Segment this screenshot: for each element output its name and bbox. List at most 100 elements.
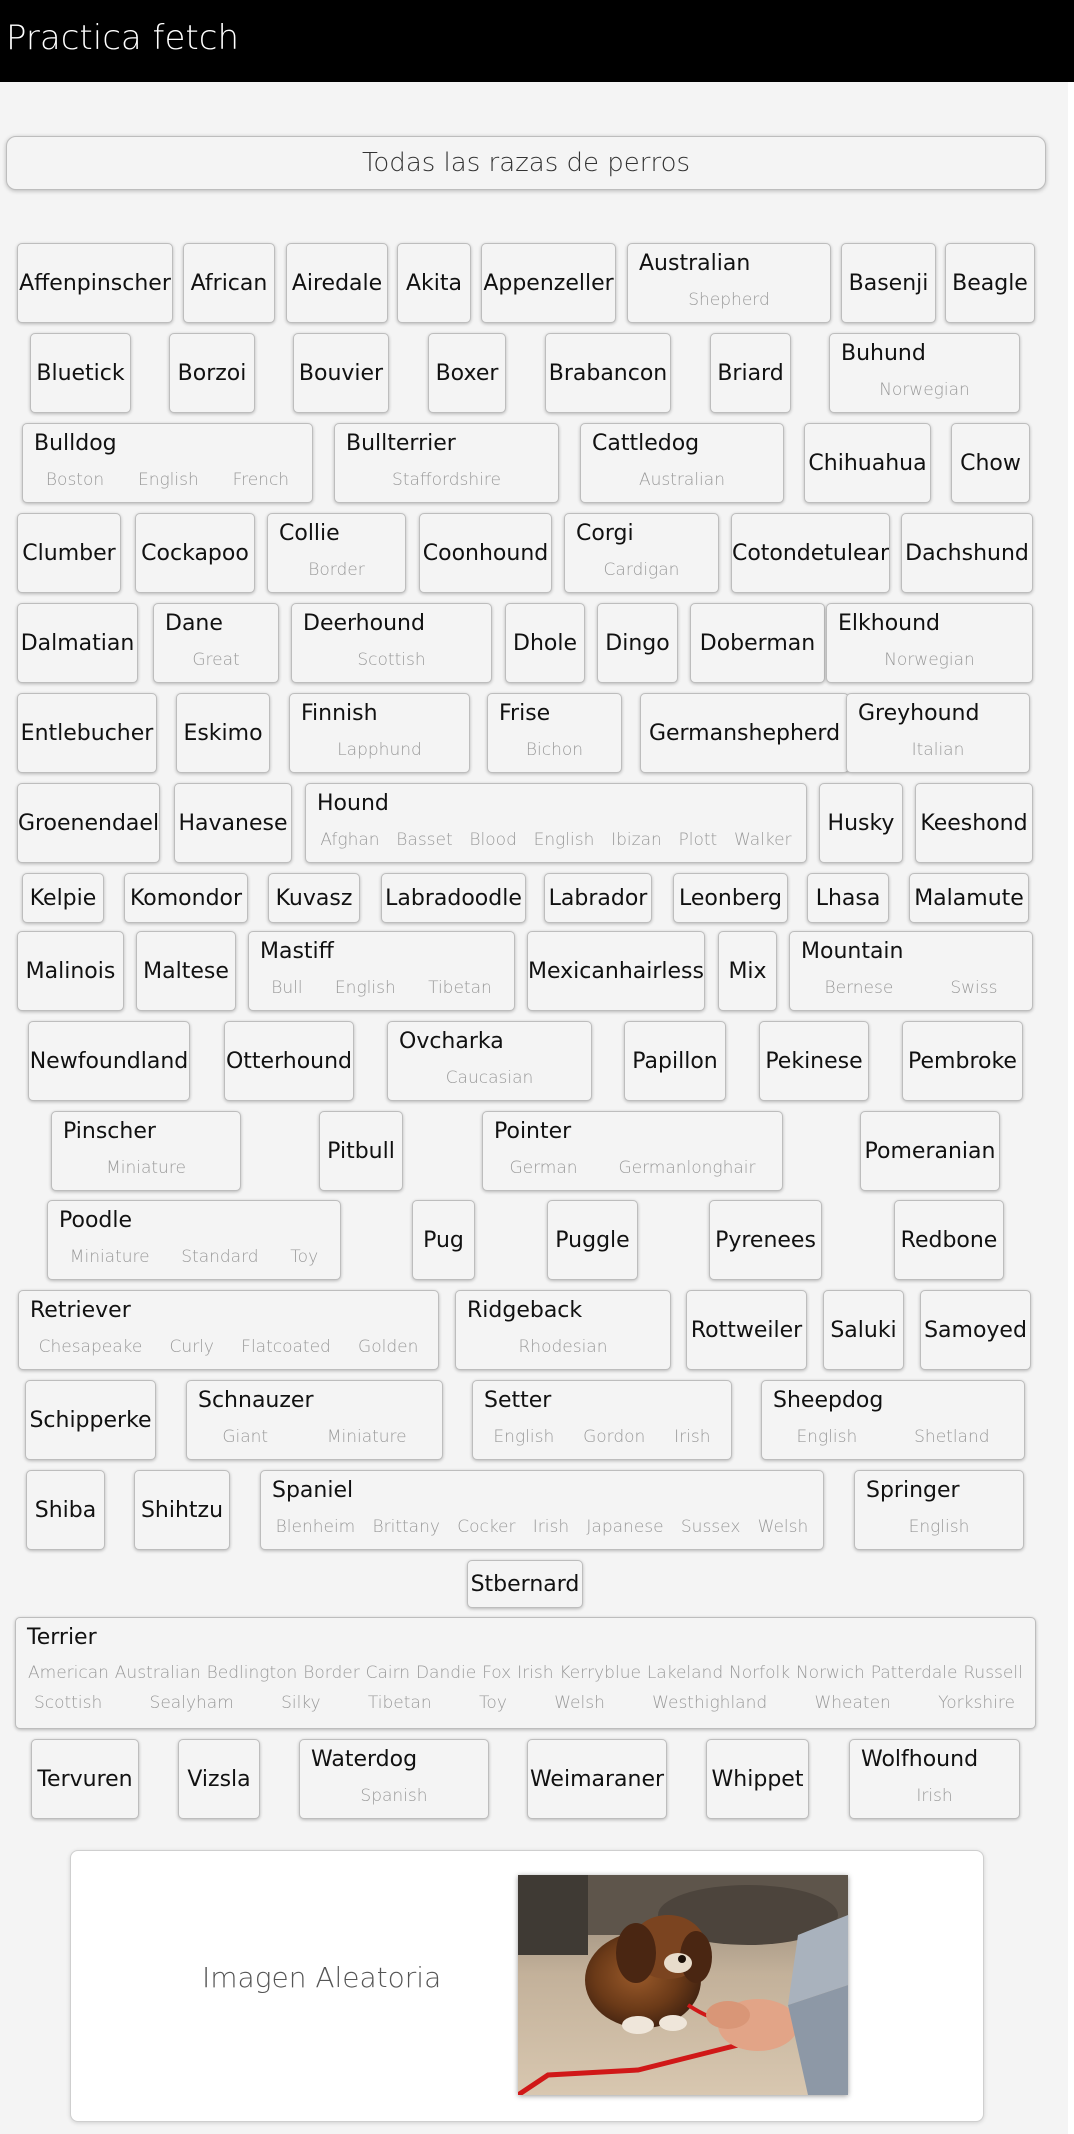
breed-button-coonhound[interactable]: Coonhound: [419, 513, 552, 593]
sub-breed-item[interactable]: Golden: [358, 1337, 419, 1357]
sub-breed-item[interactable]: Silky: [281, 1693, 321, 1713]
breed-button-dingo[interactable]: Dingo: [597, 603, 678, 683]
breed-button-bouvier[interactable]: Bouvier: [293, 333, 389, 413]
breed-button-pomeranian[interactable]: Pomeranian: [860, 1111, 1000, 1191]
sub-breed-item[interactable]: Kerryblue: [559, 1663, 641, 1683]
breed-button-dalmatian[interactable]: Dalmatian: [17, 603, 138, 683]
breed-button-finnish[interactable]: Finnish Lapphund: [289, 693, 470, 773]
breed-button-wolfhound[interactable]: Wolfhound Irish: [849, 1739, 1020, 1819]
breed-button-mastiff[interactable]: Mastiff Bull English Tibetan: [248, 931, 515, 1011]
sub-breed-item[interactable]: Bernese: [824, 978, 894, 998]
breed-button-greyhound[interactable]: Greyhound Italian: [846, 693, 1030, 773]
sub-breed-item[interactable]: Afghan: [320, 830, 380, 850]
sub-breed-item[interactable]: Border: [308, 560, 365, 580]
sub-breed-item[interactable]: Tibetan: [428, 978, 492, 998]
breed-button-mix[interactable]: Mix: [718, 931, 777, 1011]
breed-button-komondor[interactable]: Komondor: [124, 873, 248, 923]
sub-breed-item[interactable]: English: [493, 1427, 555, 1447]
sub-breed-item[interactable]: German: [509, 1158, 578, 1178]
breed-button-dachshund[interactable]: Dachshund: [901, 513, 1033, 593]
breed-button-poodle[interactable]: Poodle Miniature Standard Toy: [47, 1200, 341, 1280]
breed-button-kuvasz[interactable]: Kuvasz: [268, 873, 360, 923]
breed-button-malamute[interactable]: Malamute: [909, 873, 1029, 923]
breed-button-buhund[interactable]: Buhund Norwegian: [829, 333, 1020, 413]
sub-breed-item[interactable]: Scottish: [34, 1693, 103, 1713]
breed-button-mountain[interactable]: Mountain Bernese Swiss: [789, 931, 1033, 1011]
sub-breed-item[interactable]: Chesapeake: [38, 1337, 143, 1357]
sub-breed-item[interactable]: English: [908, 1517, 970, 1537]
sub-breed-item[interactable]: Miniature: [326, 1427, 407, 1447]
breed-button-appenzeller[interactable]: Appenzeller: [481, 243, 616, 323]
sub-breed-item[interactable]: Irish: [916, 1786, 953, 1806]
sub-breed-item[interactable]: French: [232, 470, 290, 490]
breed-button-whippet[interactable]: Whippet: [706, 1739, 809, 1819]
breed-button-shiba[interactable]: Shiba: [26, 1470, 105, 1550]
sub-breed-item[interactable]: Patterdale: [870, 1663, 958, 1683]
breed-button-saluki[interactable]: Saluki: [823, 1290, 904, 1370]
breed-button-cockapoo[interactable]: Cockapoo: [135, 513, 255, 593]
breed-button-husky[interactable]: Husky: [819, 783, 903, 863]
sub-breed-item[interactable]: Sussex: [680, 1517, 741, 1537]
breed-button-briard[interactable]: Briard: [710, 333, 791, 413]
sub-breed-item[interactable]: English: [796, 1427, 858, 1447]
breed-button-weimaraner[interactable]: Weimaraner: [527, 1739, 667, 1819]
breed-button-germanshepherd[interactable]: Germanshepherd: [640, 693, 849, 773]
breed-button-cattledog[interactable]: Cattledog Australian: [580, 423, 784, 503]
sub-breed-item[interactable]: Swiss: [950, 978, 998, 998]
breed-button-schnauzer[interactable]: Schnauzer Giant Miniature: [186, 1380, 443, 1460]
sub-breed-item[interactable]: Wheaten: [814, 1693, 891, 1713]
sub-breed-item[interactable]: Bull: [271, 978, 303, 998]
breed-button-malinois[interactable]: Malinois: [17, 931, 124, 1011]
breed-button-maltese[interactable]: Maltese: [136, 931, 236, 1011]
sub-breed-item[interactable]: Irish: [532, 1517, 570, 1537]
breed-button-shihtzu[interactable]: Shihtzu: [134, 1470, 230, 1550]
breed-button-terrier[interactable]: Terrier American Australian Bedlington Borde…: [15, 1617, 1036, 1729]
sub-breed-item[interactable]: Gordon: [583, 1427, 646, 1447]
sub-breed-item[interactable]: Bichon: [525, 740, 584, 760]
sub-breed-item[interactable]: Bedlington: [206, 1663, 298, 1683]
sub-breed-item[interactable]: English: [137, 470, 199, 490]
sub-breed-item[interactable]: Blood: [469, 830, 517, 850]
sub-breed-item[interactable]: Westhighland: [652, 1693, 768, 1713]
breed-button-springer[interactable]: Springer English: [854, 1470, 1024, 1550]
sub-breed-item[interactable]: Yorkshire: [938, 1693, 1015, 1713]
breed-button-eskimo[interactable]: Eskimo: [176, 693, 270, 773]
breed-button-hound[interactable]: Hound Afghan Basset Blood English Ibizan Plott…: [305, 783, 807, 863]
breed-button-borzoi[interactable]: Borzoi: [169, 333, 255, 413]
sub-breed-item[interactable]: Cocker: [457, 1517, 516, 1537]
breed-button-collie[interactable]: Collie Border: [267, 513, 406, 593]
breed-button-papillon[interactable]: Papillon: [624, 1021, 726, 1101]
breed-button-kelpie[interactable]: Kelpie: [22, 873, 104, 923]
sub-breed-item[interactable]: Spanish: [360, 1786, 428, 1806]
sub-breed-item[interactable]: Flatcoated: [241, 1337, 331, 1357]
breed-button-beagle[interactable]: Beagle: [945, 243, 1035, 323]
breed-button-newfoundland[interactable]: Newfoundland: [28, 1021, 190, 1101]
sub-breed-item[interactable]: Norwegian: [884, 650, 975, 670]
sub-breed-item[interactable]: Toy: [478, 1693, 507, 1713]
sub-breed-item[interactable]: Australian: [114, 1663, 201, 1683]
breed-button-australian[interactable]: Australian Shepherd: [627, 243, 831, 323]
sub-breed-item[interactable]: Miniature: [69, 1247, 150, 1267]
breed-button-keeshond[interactable]: Keeshond: [915, 783, 1033, 863]
breed-button-pug[interactable]: Pug: [412, 1200, 475, 1280]
sub-breed-item[interactable]: Giant: [222, 1427, 269, 1447]
breed-button-doberman[interactable]: Doberman: [690, 603, 825, 683]
sub-breed-item[interactable]: American: [28, 1663, 109, 1683]
breed-button-elkhound[interactable]: Elkhound Norwegian: [826, 603, 1033, 683]
breed-button-labrador[interactable]: Labrador: [544, 873, 652, 923]
breed-button-bulldog[interactable]: Bulldog Boston English French: [22, 423, 313, 503]
sub-breed-item[interactable]: English: [334, 978, 396, 998]
sub-breed-item[interactable]: Boston: [45, 470, 105, 490]
breed-button-african[interactable]: African: [183, 243, 275, 323]
breed-button-ridgeback[interactable]: Ridgeback Rhodesian: [455, 1290, 671, 1370]
breed-button-boxer[interactable]: Boxer: [428, 333, 506, 413]
sub-breed-item[interactable]: Blenheim: [275, 1517, 356, 1537]
sub-breed-item[interactable]: Basset: [396, 830, 453, 850]
breed-button-dhole[interactable]: Dhole: [505, 603, 585, 683]
sub-breed-item[interactable]: Miniature: [106, 1158, 186, 1178]
breed-button-schipperke[interactable]: Schipperke: [25, 1380, 156, 1460]
sub-breed-item[interactable]: Tibetan: [367, 1693, 432, 1713]
breed-button-entlebucher[interactable]: Entlebucher: [17, 693, 157, 773]
breed-button-stbernard[interactable]: Stbernard: [467, 1560, 583, 1608]
sub-breed-item[interactable]: Welsh: [757, 1517, 809, 1537]
